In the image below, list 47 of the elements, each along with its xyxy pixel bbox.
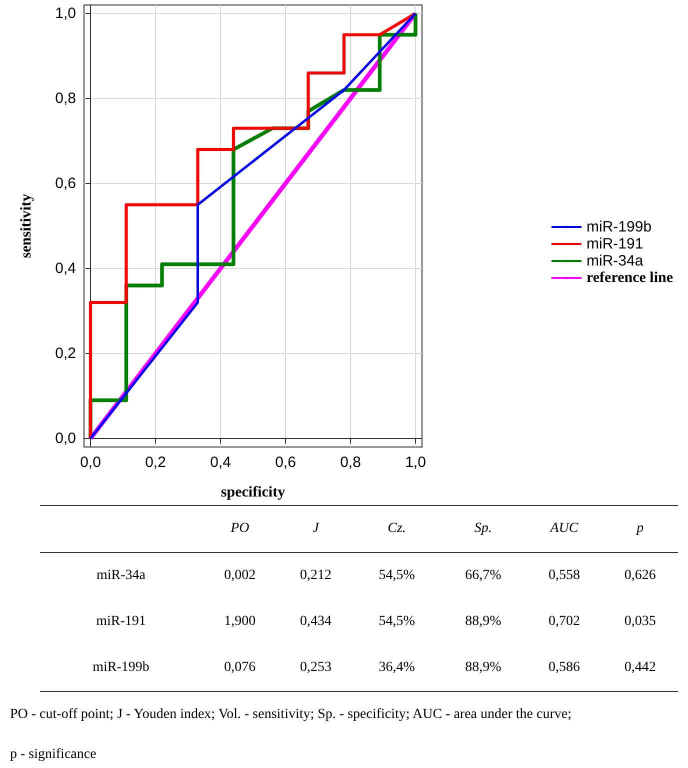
category-label: miR-34a — [96, 568, 146, 583]
x-axis-title: specificity — [220, 484, 286, 500]
y-tick-label: 0,2 — [55, 345, 76, 362]
x-tick-label: 0,0 — [80, 454, 101, 471]
text: 36,4% — [378, 660, 415, 675]
text: 0,442 — [624, 660, 656, 675]
text: 0,253 — [300, 660, 332, 675]
text: 88,9% — [465, 660, 502, 675]
y-tick-label: 0,0 — [55, 430, 76, 447]
category-label: J — [278, 506, 354, 552]
category-label: PO — [202, 506, 278, 552]
text: 66,7% — [465, 568, 502, 583]
x-tick-label: 1,0 — [405, 454, 426, 471]
text: 0,212 — [300, 568, 332, 583]
text: 0,434 — [300, 614, 332, 629]
legend-label: miR-191 — [586, 236, 644, 252]
text: 0,626 — [624, 568, 656, 583]
text: 54,5% — [378, 568, 415, 583]
text: 1,900 — [224, 614, 256, 629]
y-axis-title: sensitivity — [18, 193, 34, 258]
legend-label: miR-34a — [586, 252, 644, 270]
text: 88,9% — [465, 614, 502, 629]
category-label: miR-199b — [92, 660, 150, 675]
category-label: p — [602, 506, 678, 552]
category-label: Sp. — [440, 506, 526, 552]
category-label: Cz. — [354, 506, 440, 552]
text: 0,076 — [224, 660, 256, 675]
text: 0,558 — [548, 568, 580, 583]
legend-label: reference line — [586, 270, 674, 286]
text: PO - cut-off point; J - Youden index; Vol. - sensitivity; Sp. - specificity; AUC - area under the curve; — [10, 706, 572, 724]
y-tick-label: 0,6 — [55, 175, 76, 192]
text: 0,586 — [548, 660, 580, 675]
text: 0,035 — [624, 614, 656, 629]
y-tick-label: 1,0 — [55, 5, 76, 22]
text: 0,702 — [548, 614, 580, 629]
text: 54,5% — [378, 614, 415, 629]
x-tick-label: 0,6 — [275, 454, 296, 471]
x-tick-label: 0,2 — [145, 454, 166, 471]
x-tick-label: 0,8 — [340, 454, 361, 471]
y-tick-label: 0,8 — [55, 90, 76, 107]
y-tick-label: 0,4 — [55, 260, 76, 277]
legend-label: miR-199b — [586, 218, 652, 236]
x-tick-label: 0,4 — [210, 454, 231, 471]
category-label: AUC — [526, 506, 602, 552]
category-label: miR-191 — [96, 614, 146, 629]
text: p - significance — [10, 746, 98, 764]
text: 0,002 — [224, 568, 256, 583]
